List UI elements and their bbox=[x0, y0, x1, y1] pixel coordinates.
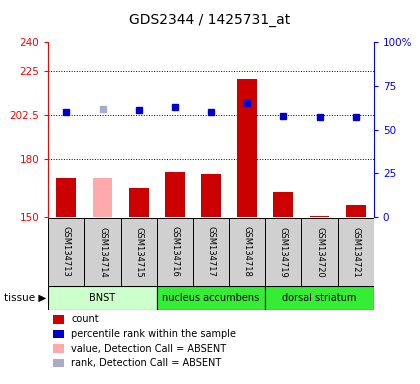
Bar bbox=[157, 286, 265, 310]
Text: GSM134719: GSM134719 bbox=[279, 227, 288, 277]
Text: dorsal striatum: dorsal striatum bbox=[282, 293, 357, 303]
Text: GSM134716: GSM134716 bbox=[171, 227, 179, 277]
Text: GSM134718: GSM134718 bbox=[243, 227, 252, 277]
Bar bbox=[48, 218, 84, 286]
Text: GDS2344 / 1425731_at: GDS2344 / 1425731_at bbox=[129, 13, 291, 27]
Bar bbox=[56, 178, 76, 217]
Bar bbox=[265, 218, 302, 286]
Bar bbox=[229, 218, 265, 286]
Text: GSM134714: GSM134714 bbox=[98, 227, 107, 277]
Bar bbox=[273, 192, 293, 217]
Bar bbox=[201, 174, 221, 217]
Bar bbox=[165, 172, 185, 217]
Bar bbox=[193, 218, 229, 286]
Text: GSM134721: GSM134721 bbox=[351, 227, 360, 277]
Bar bbox=[302, 218, 338, 286]
Text: GSM134713: GSM134713 bbox=[62, 227, 71, 277]
Bar bbox=[265, 286, 374, 310]
Text: GSM134720: GSM134720 bbox=[315, 227, 324, 277]
Text: tissue ▶: tissue ▶ bbox=[4, 293, 47, 303]
Text: rank, Detection Call = ABSENT: rank, Detection Call = ABSENT bbox=[71, 358, 222, 368]
Bar bbox=[121, 218, 157, 286]
Bar bbox=[129, 188, 149, 217]
Bar bbox=[346, 205, 366, 217]
Bar bbox=[48, 286, 157, 310]
Bar bbox=[157, 218, 193, 286]
Text: value, Detection Call = ABSENT: value, Detection Call = ABSENT bbox=[71, 344, 226, 354]
Bar bbox=[92, 178, 113, 217]
Text: percentile rank within the sample: percentile rank within the sample bbox=[71, 329, 236, 339]
Text: GSM134717: GSM134717 bbox=[207, 227, 215, 277]
Text: count: count bbox=[71, 314, 99, 324]
Bar bbox=[237, 79, 257, 217]
Text: nucleus accumbens: nucleus accumbens bbox=[163, 293, 260, 303]
Bar bbox=[310, 216, 330, 217]
Bar bbox=[84, 218, 121, 286]
Bar bbox=[338, 218, 374, 286]
Text: BNST: BNST bbox=[89, 293, 116, 303]
Text: GSM134715: GSM134715 bbox=[134, 227, 143, 277]
